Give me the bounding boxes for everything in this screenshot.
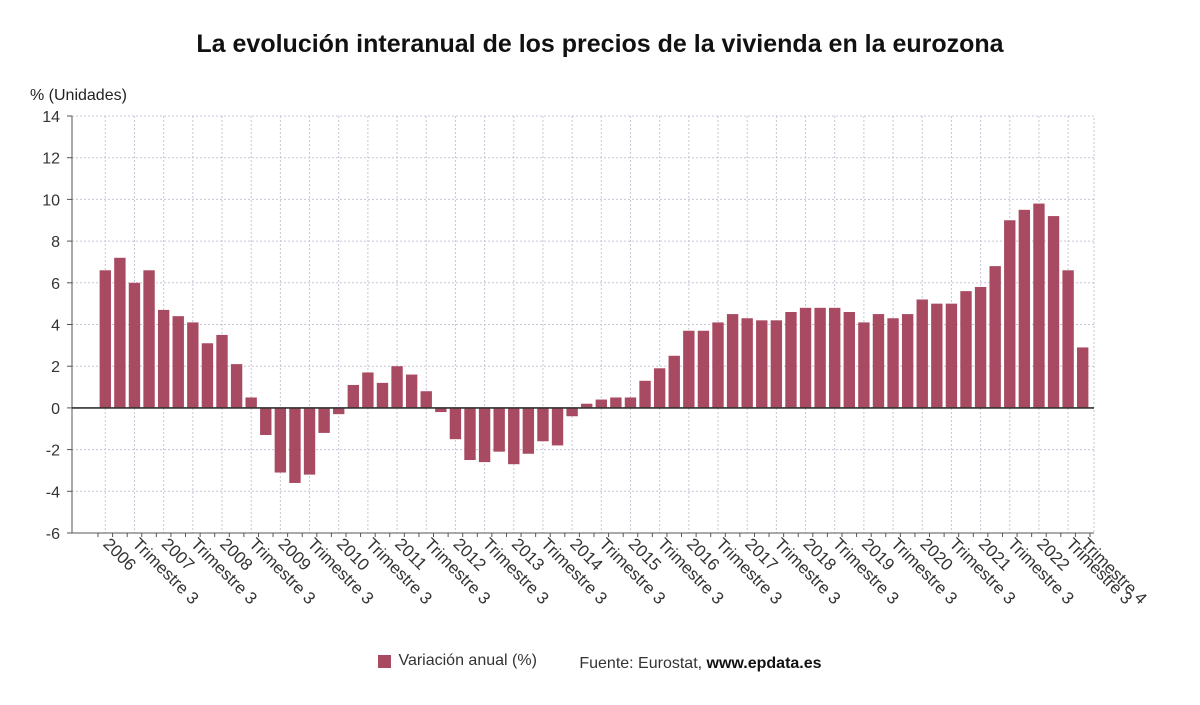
legend-label: Variación anual (%) [398,652,537,669]
y-tick-label: 14 [42,109,60,126]
x-tick-label: 2006 [99,534,139,574]
y-tick-label: -2 [46,443,60,460]
bar [260,407,272,436]
bar [245,397,257,408]
bar [756,320,768,408]
bars [99,203,1089,483]
bar [376,382,389,408]
bar [274,407,287,473]
bar [989,266,1001,408]
bar [858,322,870,408]
bar [522,407,535,454]
bar [639,380,651,408]
bar [829,307,841,408]
bar [201,343,214,408]
bar [624,397,637,408]
bar [391,366,403,408]
bar [799,307,812,408]
bar [187,322,199,408]
bar [435,407,447,413]
bar [464,407,476,461]
y-tick-label: 12 [42,151,60,168]
source-site: www.epdata.es [706,654,822,672]
bar [668,355,680,408]
y-tick-label: -6 [46,526,60,543]
bar [945,303,958,408]
chart-title: La evolución interanual de los precios d… [196,30,1004,58]
bar [333,407,345,415]
bar [172,316,184,408]
bar [449,407,462,440]
bar [478,407,491,463]
bar [1047,216,1060,408]
bar [537,407,549,442]
bar [843,311,855,408]
bar [960,291,972,408]
bar [1004,220,1016,408]
bar [493,407,505,452]
bar [872,314,885,408]
bar [143,270,155,408]
bar [128,282,141,408]
bar [770,320,783,408]
bar [420,391,432,408]
bar [1018,209,1031,408]
bar [157,309,170,408]
y-tick-label: 2 [51,359,60,376]
legend-swatch [378,654,392,668]
bar [581,403,593,408]
axes [67,115,1094,537]
bar [916,299,928,408]
bar [785,311,797,408]
bar [347,384,359,408]
bar [712,322,724,408]
bar [303,407,316,475]
bar [318,407,330,433]
bar [1033,203,1045,408]
y-axis-title: % (Unidades) [30,87,127,104]
bar [974,286,987,408]
source-prefix: Fuente: Eurostat, [579,654,703,672]
bar [508,407,520,465]
bar [683,330,695,408]
bar [362,372,374,408]
bar [1062,270,1074,408]
bar [1077,347,1089,408]
bar [741,318,753,408]
y-tick-label: -4 [46,484,60,501]
y-tick-label: 6 [51,276,60,293]
bar [230,364,243,408]
bar [901,314,914,408]
bar [887,318,899,408]
bar [566,407,578,417]
bar [697,330,710,408]
bar [726,314,739,408]
y-tick-label: 10 [42,192,60,209]
bar [99,270,111,408]
bar [931,303,943,408]
y-tick-label: 4 [51,318,60,335]
legend: Variación anual (%) Fuente: Eurostat, ww… [0,652,1200,673]
bar [551,407,564,446]
legend-item: Variación anual (%) [378,652,537,670]
bar [114,257,126,408]
y-tick-label: 8 [51,234,60,251]
bar [289,407,301,483]
y-tick-label: 0 [51,401,60,418]
bar [814,307,826,408]
source-note: Fuente: Eurostat, www.epdata.es [579,655,821,672]
bar [405,374,418,408]
bar [595,399,607,408]
bar [216,334,228,408]
bar [653,368,666,408]
bar [610,397,622,408]
